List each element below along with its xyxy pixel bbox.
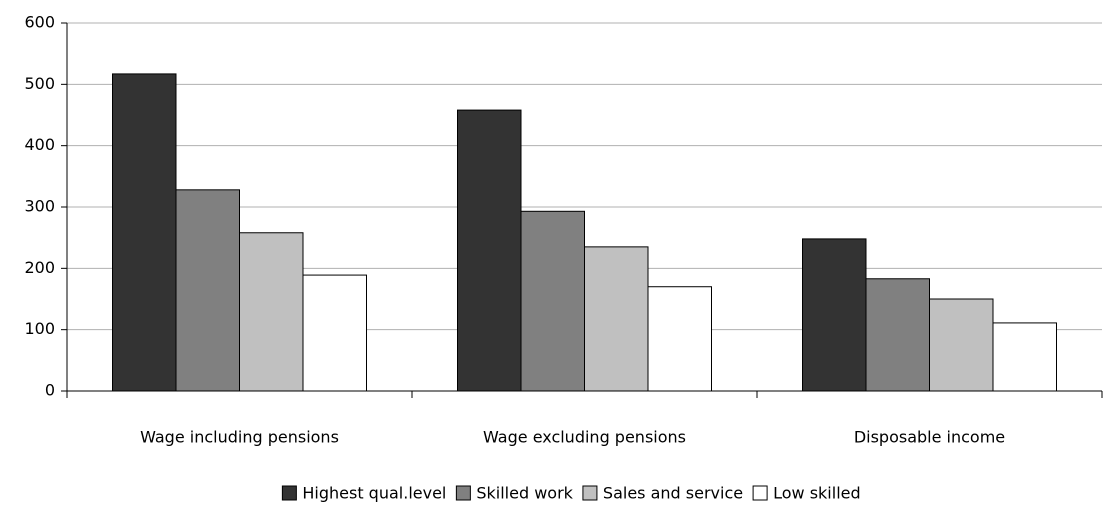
bar — [112, 73, 177, 392]
y-tick-label: 0 — [45, 381, 55, 400]
legend-swatch — [455, 485, 471, 501]
bar — [929, 298, 994, 392]
legend-label: Highest qual.level — [302, 484, 446, 503]
x-tick-label: Wage including pensions — [140, 428, 339, 447]
bar — [520, 210, 585, 392]
legend-swatch — [752, 485, 768, 501]
legend-swatch — [281, 485, 297, 501]
y-tick-label: 100 — [24, 319, 55, 338]
legend-label: Low skilled — [773, 484, 861, 503]
bar — [865, 278, 930, 392]
y-tick-label: 300 — [24, 197, 55, 216]
x-tick-label: Disposable income — [854, 428, 1005, 447]
bar — [992, 322, 1057, 392]
legend: Highest qual.level Skilled work Sales and … — [281, 484, 861, 503]
y-tick-label: 500 — [24, 74, 55, 93]
bar — [647, 286, 712, 392]
bar — [239, 232, 304, 392]
bar — [302, 274, 367, 392]
y-tick-label: 400 — [24, 135, 55, 154]
bar — [802, 238, 867, 392]
y-tick-label: 200 — [24, 258, 55, 277]
legend-swatch — [582, 485, 598, 501]
bar — [457, 109, 522, 392]
legend-label: Skilled work — [476, 484, 573, 503]
y-tick-label: 600 — [24, 13, 55, 32]
x-tick-label: Wage excluding pensions — [483, 428, 686, 447]
bar — [175, 189, 240, 392]
bar — [584, 246, 649, 392]
legend-label: Sales and service — [603, 484, 743, 503]
